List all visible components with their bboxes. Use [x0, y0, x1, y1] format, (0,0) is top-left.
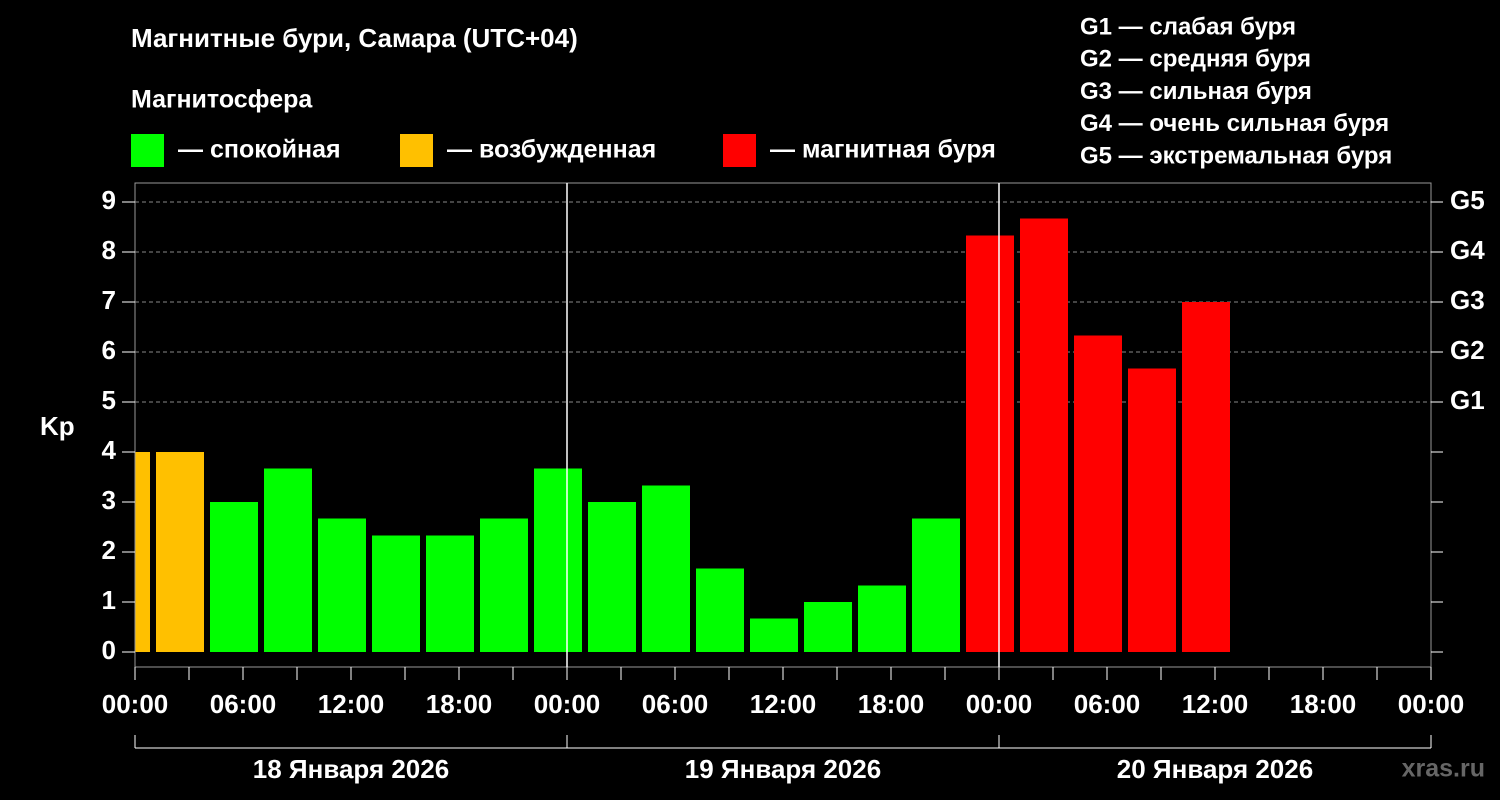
- storm-scale-item: G4 — очень сильная буря: [1080, 110, 1389, 137]
- bar: [642, 485, 690, 652]
- bar: [696, 568, 744, 652]
- legend-title: Магнитосфера: [131, 86, 313, 114]
- legend-label: — магнитная буря: [770, 136, 996, 164]
- bar: [372, 535, 420, 652]
- bar: [750, 618, 798, 652]
- y-tick-label: 8: [102, 235, 116, 265]
- day-label: 19 Января 2026: [685, 754, 881, 784]
- watermark: xras.ru: [1402, 755, 1485, 783]
- x-tick-label: 06:00: [642, 689, 709, 719]
- y2-tick-label: G3: [1450, 285, 1485, 315]
- storm-scale-item: G3 — сильная буря: [1080, 78, 1312, 105]
- y-tick-label: 4: [102, 435, 117, 465]
- bar: [318, 518, 366, 652]
- bar: [135, 452, 150, 652]
- bar: [534, 468, 582, 652]
- storm-scale-item: G2 — средняя буря: [1080, 46, 1311, 73]
- y-tick-label: 6: [102, 335, 116, 365]
- x-tick-label: 18:00: [1290, 689, 1357, 719]
- y-tick-label: 7: [102, 285, 116, 315]
- bar: [804, 602, 852, 652]
- x-tick-label: 06:00: [1074, 689, 1141, 719]
- bar: [1020, 218, 1068, 652]
- bar: [912, 518, 960, 652]
- storm-scale-item: G1 — слабая буря: [1080, 13, 1296, 40]
- bar: [1182, 302, 1230, 652]
- x-tick-label: 18:00: [858, 689, 925, 719]
- bar: [156, 452, 204, 652]
- x-tick-label: 00:00: [102, 689, 169, 719]
- y-axis-label: Kp: [40, 411, 75, 441]
- x-tick-label: 12:00: [1182, 689, 1249, 719]
- y2-tick-label: G4: [1450, 235, 1485, 265]
- legend-swatch: [400, 134, 433, 167]
- x-tick-label: 00:00: [966, 689, 1033, 719]
- x-tick-label: 18:00: [426, 689, 493, 719]
- x-tick-label: 00:00: [534, 689, 601, 719]
- y-tick-label: 1: [102, 585, 116, 615]
- x-tick-label: 00:00: [1398, 689, 1465, 719]
- storm-scale-item: G5 — экстремальная буря: [1080, 143, 1392, 170]
- bar: [858, 585, 906, 652]
- y-tick-label: 0: [102, 635, 116, 665]
- y-tick-label: 3: [102, 485, 116, 515]
- x-tick-label: 06:00: [210, 689, 277, 719]
- bar: [264, 468, 312, 652]
- day-label: 20 Января 2026: [1117, 754, 1313, 784]
- day-label: 18 Января 2026: [253, 754, 449, 784]
- bar: [966, 235, 1014, 652]
- bar: [1128, 368, 1176, 652]
- bar: [210, 502, 258, 652]
- y2-tick-label: G1: [1450, 385, 1485, 415]
- bar: [480, 518, 528, 652]
- legend-label: — спокойная: [178, 136, 341, 164]
- legend-label: — возбужденная: [447, 136, 656, 164]
- legend-swatch: [723, 134, 756, 167]
- bar: [1074, 335, 1122, 652]
- y-tick-label: 9: [102, 185, 116, 215]
- x-tick-label: 12:00: [750, 689, 817, 719]
- y2-tick-label: G5: [1450, 185, 1485, 215]
- chart-title: Магнитные бури, Самара (UTC+04): [131, 23, 578, 53]
- x-tick-label: 12:00: [318, 689, 385, 719]
- y2-tick-label: G2: [1450, 335, 1485, 365]
- bar: [426, 535, 474, 652]
- y-tick-label: 2: [102, 535, 116, 565]
- bar: [588, 502, 636, 652]
- legend-swatch: [131, 134, 164, 167]
- y-tick-label: 5: [102, 385, 116, 415]
